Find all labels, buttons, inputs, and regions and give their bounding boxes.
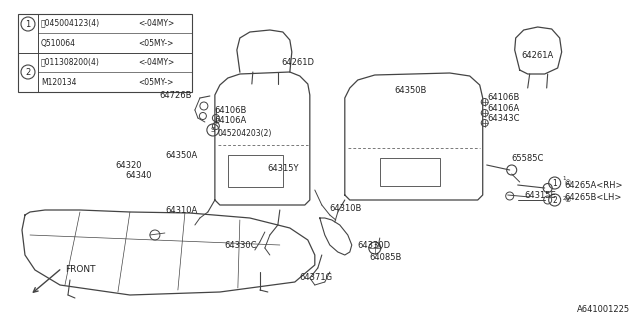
Text: Q510064: Q510064 bbox=[41, 38, 76, 47]
Text: 045204203(2): 045204203(2) bbox=[218, 129, 272, 138]
Bar bbox=[228, 155, 283, 187]
Text: S: S bbox=[211, 127, 215, 133]
Text: ①: ① bbox=[564, 180, 571, 186]
Text: <-04MY>: <-04MY> bbox=[138, 58, 174, 67]
Text: 64310A: 64310A bbox=[165, 205, 197, 214]
Text: 64315Y: 64315Y bbox=[268, 164, 300, 172]
Text: 2: 2 bbox=[552, 196, 557, 204]
Text: 64315E: 64315E bbox=[525, 190, 556, 199]
Text: 64106A: 64106A bbox=[215, 116, 247, 124]
Text: 2: 2 bbox=[563, 196, 566, 201]
Text: 64265A<RH>: 64265A<RH> bbox=[564, 180, 623, 189]
Text: 64726B: 64726B bbox=[159, 91, 192, 100]
Text: ②: ② bbox=[564, 197, 571, 203]
Text: 64085B: 64085B bbox=[370, 253, 402, 262]
Text: FRONT: FRONT bbox=[65, 266, 95, 275]
Text: Ⓢ045004123(4): Ⓢ045004123(4) bbox=[41, 19, 100, 28]
Text: 64371G: 64371G bbox=[300, 274, 333, 283]
Text: M120134: M120134 bbox=[41, 77, 76, 86]
Text: 64310B: 64310B bbox=[330, 204, 362, 212]
Text: 64106B: 64106B bbox=[488, 92, 520, 101]
Text: A641001225: A641001225 bbox=[577, 305, 630, 314]
Text: 64330C: 64330C bbox=[225, 241, 257, 250]
Text: 64340: 64340 bbox=[125, 171, 152, 180]
Text: 2: 2 bbox=[26, 68, 31, 76]
Text: 64106B: 64106B bbox=[215, 106, 247, 115]
Text: <05MY->: <05MY-> bbox=[138, 38, 173, 47]
Text: <05MY->: <05MY-> bbox=[138, 77, 173, 86]
Text: 64330D: 64330D bbox=[358, 241, 391, 250]
Text: 64350A: 64350A bbox=[165, 150, 197, 159]
Text: 64320: 64320 bbox=[115, 161, 141, 170]
Bar bbox=[380, 158, 440, 186]
Text: 64265B<LH>: 64265B<LH> bbox=[564, 193, 622, 202]
Text: 1: 1 bbox=[26, 20, 31, 28]
Text: Ⓑ011308200(4): Ⓑ011308200(4) bbox=[41, 58, 100, 67]
Text: 64106A: 64106A bbox=[488, 103, 520, 113]
Text: 64350B: 64350B bbox=[395, 85, 427, 94]
Text: 1: 1 bbox=[552, 179, 557, 188]
Text: 65585C: 65585C bbox=[512, 154, 544, 163]
Text: <-04MY>: <-04MY> bbox=[138, 19, 174, 28]
Text: 64343C: 64343C bbox=[488, 114, 520, 123]
Text: 64261D: 64261D bbox=[282, 58, 315, 67]
Text: 64261A: 64261A bbox=[522, 51, 554, 60]
Bar bbox=[18, 14, 192, 92]
Text: 1: 1 bbox=[563, 175, 566, 180]
